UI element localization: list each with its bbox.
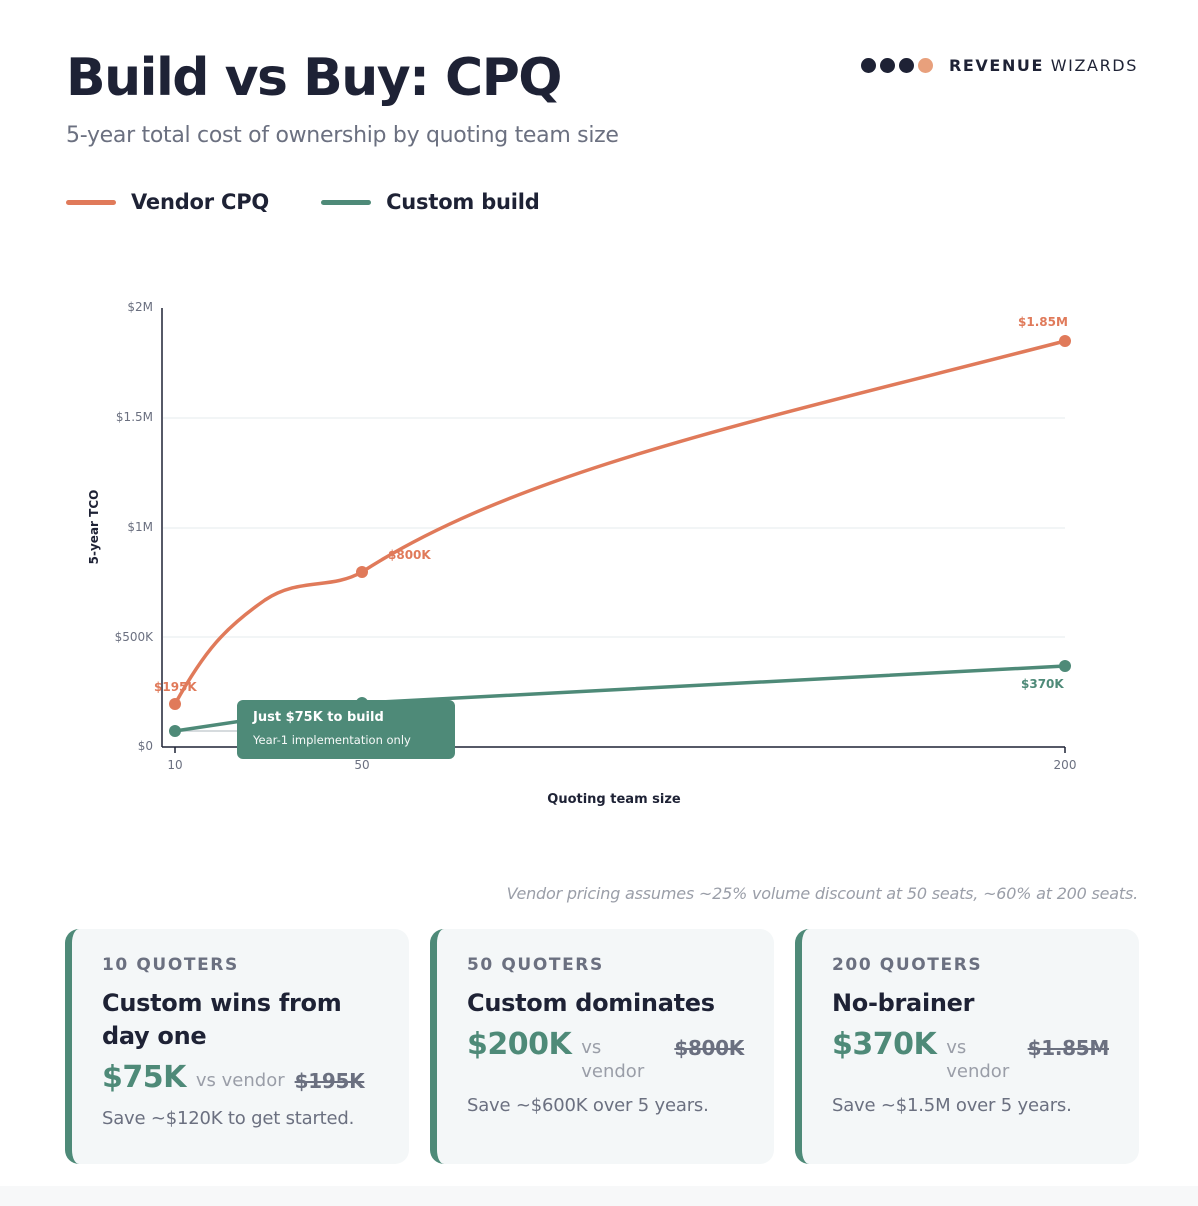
y-tick: $500K xyxy=(114,630,153,644)
card-price-row: $370K vs vendor $1.85M xyxy=(832,1026,1109,1084)
y-axis-label: 5-year TCO xyxy=(87,489,101,565)
legend-swatch-custom xyxy=(321,199,372,205)
brand-name: REVENUE WIZARDS xyxy=(948,56,1138,75)
x-tick: 10 xyxy=(167,758,183,772)
summary-card: 10 QUOTERS Custom wins from day one $75K… xyxy=(65,929,409,1164)
footnote: Vendor pricing assumes ~25% volume disco… xyxy=(506,884,1139,903)
legend-swatch-vendor xyxy=(66,199,116,205)
card-price-row: $200K vs vendor $800K xyxy=(467,1026,744,1084)
bottom-band xyxy=(0,1186,1198,1206)
brand-dot-accent xyxy=(917,58,933,73)
summary-cards: 10 QUOTERS Custom wins from day one $75K… xyxy=(65,929,1139,1164)
legend-label: Vendor CPQ xyxy=(131,190,270,214)
x-tick: 50 xyxy=(354,758,370,772)
data-point xyxy=(169,725,181,737)
card-vs: vs vendor xyxy=(581,1037,645,1082)
y-tick: $2M xyxy=(127,300,153,314)
page-title: Build vs Buy: CPQ xyxy=(66,48,563,108)
data-label: $800K xyxy=(388,548,431,562)
brand-dot xyxy=(860,58,876,73)
chart-plot xyxy=(161,308,1071,753)
y-tick: $0 xyxy=(137,739,153,753)
legend-item-vendor: Vendor CPQ xyxy=(66,190,269,214)
legend-item-custom: Custom build xyxy=(321,190,540,214)
y-tick: $1.5M xyxy=(115,410,153,424)
line-chart: $2M $1.5M $1M $500K $0 10 50 200 5-year … xyxy=(87,300,1077,807)
brand-dots-icon xyxy=(860,58,933,73)
card-heading: Custom wins from day one xyxy=(102,989,342,1050)
page-subtitle: 5-year total cost of ownership by quotin… xyxy=(66,123,619,148)
card-price: $370K xyxy=(832,1027,937,1062)
callout-title: Just $75K to build xyxy=(253,710,384,725)
annotation-callout: Just $75K to build Year-1 implementation… xyxy=(237,700,455,759)
data-label: $1.85M xyxy=(1018,315,1068,329)
card-heading: Custom dominates xyxy=(467,989,715,1017)
card-price: $200K xyxy=(467,1027,572,1062)
gridlines xyxy=(163,417,1065,638)
data-label: $195K xyxy=(154,680,197,694)
callout-subtitle: Year-1 implementation only xyxy=(253,733,411,747)
card-heading: No-brainer xyxy=(832,989,975,1017)
data-point xyxy=(169,698,181,710)
legend-label: Custom build xyxy=(386,190,540,214)
card-eyebrow: 50 QUOTERS xyxy=(467,955,604,975)
card-price: $75K xyxy=(102,1060,186,1095)
x-tick: 200 xyxy=(1053,758,1077,772)
x-axis-label: Quoting team size xyxy=(547,792,681,807)
data-point xyxy=(356,566,368,578)
data-point xyxy=(1059,660,1071,672)
card-eyebrow: 10 QUOTERS xyxy=(102,955,239,975)
card-note: Save ~$600K over 5 years. xyxy=(467,1095,709,1116)
brand-dot xyxy=(898,58,914,73)
brand-dot xyxy=(879,58,895,73)
series-vendor-line xyxy=(173,339,1067,706)
card-old-price: $800K xyxy=(674,1036,744,1060)
card-vs: vs vendor xyxy=(946,1037,1010,1082)
card-note: Save ~$1.5M over 5 years. xyxy=(832,1095,1072,1116)
data-point xyxy=(1059,335,1071,347)
data-label: $370K xyxy=(1021,677,1064,691)
brand-logo: REVENUE WIZARDS xyxy=(860,56,1138,75)
summary-card: 50 QUOTERS Custom dominates $200K vs ven… xyxy=(430,929,774,1164)
summary-card: 200 QUOTERS No-brainer $370K vs vendor $… xyxy=(795,929,1139,1164)
chart-legend: Vendor CPQ Custom build xyxy=(66,190,592,214)
y-tick: $1M xyxy=(127,520,153,534)
card-note: Save ~$120K to get started. xyxy=(102,1108,355,1129)
card-old-price: $1.85M xyxy=(1027,1036,1110,1060)
card-eyebrow: 200 QUOTERS xyxy=(832,955,983,975)
card-price-row: $75K vs vendor $195K xyxy=(102,1059,379,1097)
card-old-price: $195K xyxy=(294,1069,365,1093)
card-vs: vs vendor xyxy=(195,1070,285,1091)
